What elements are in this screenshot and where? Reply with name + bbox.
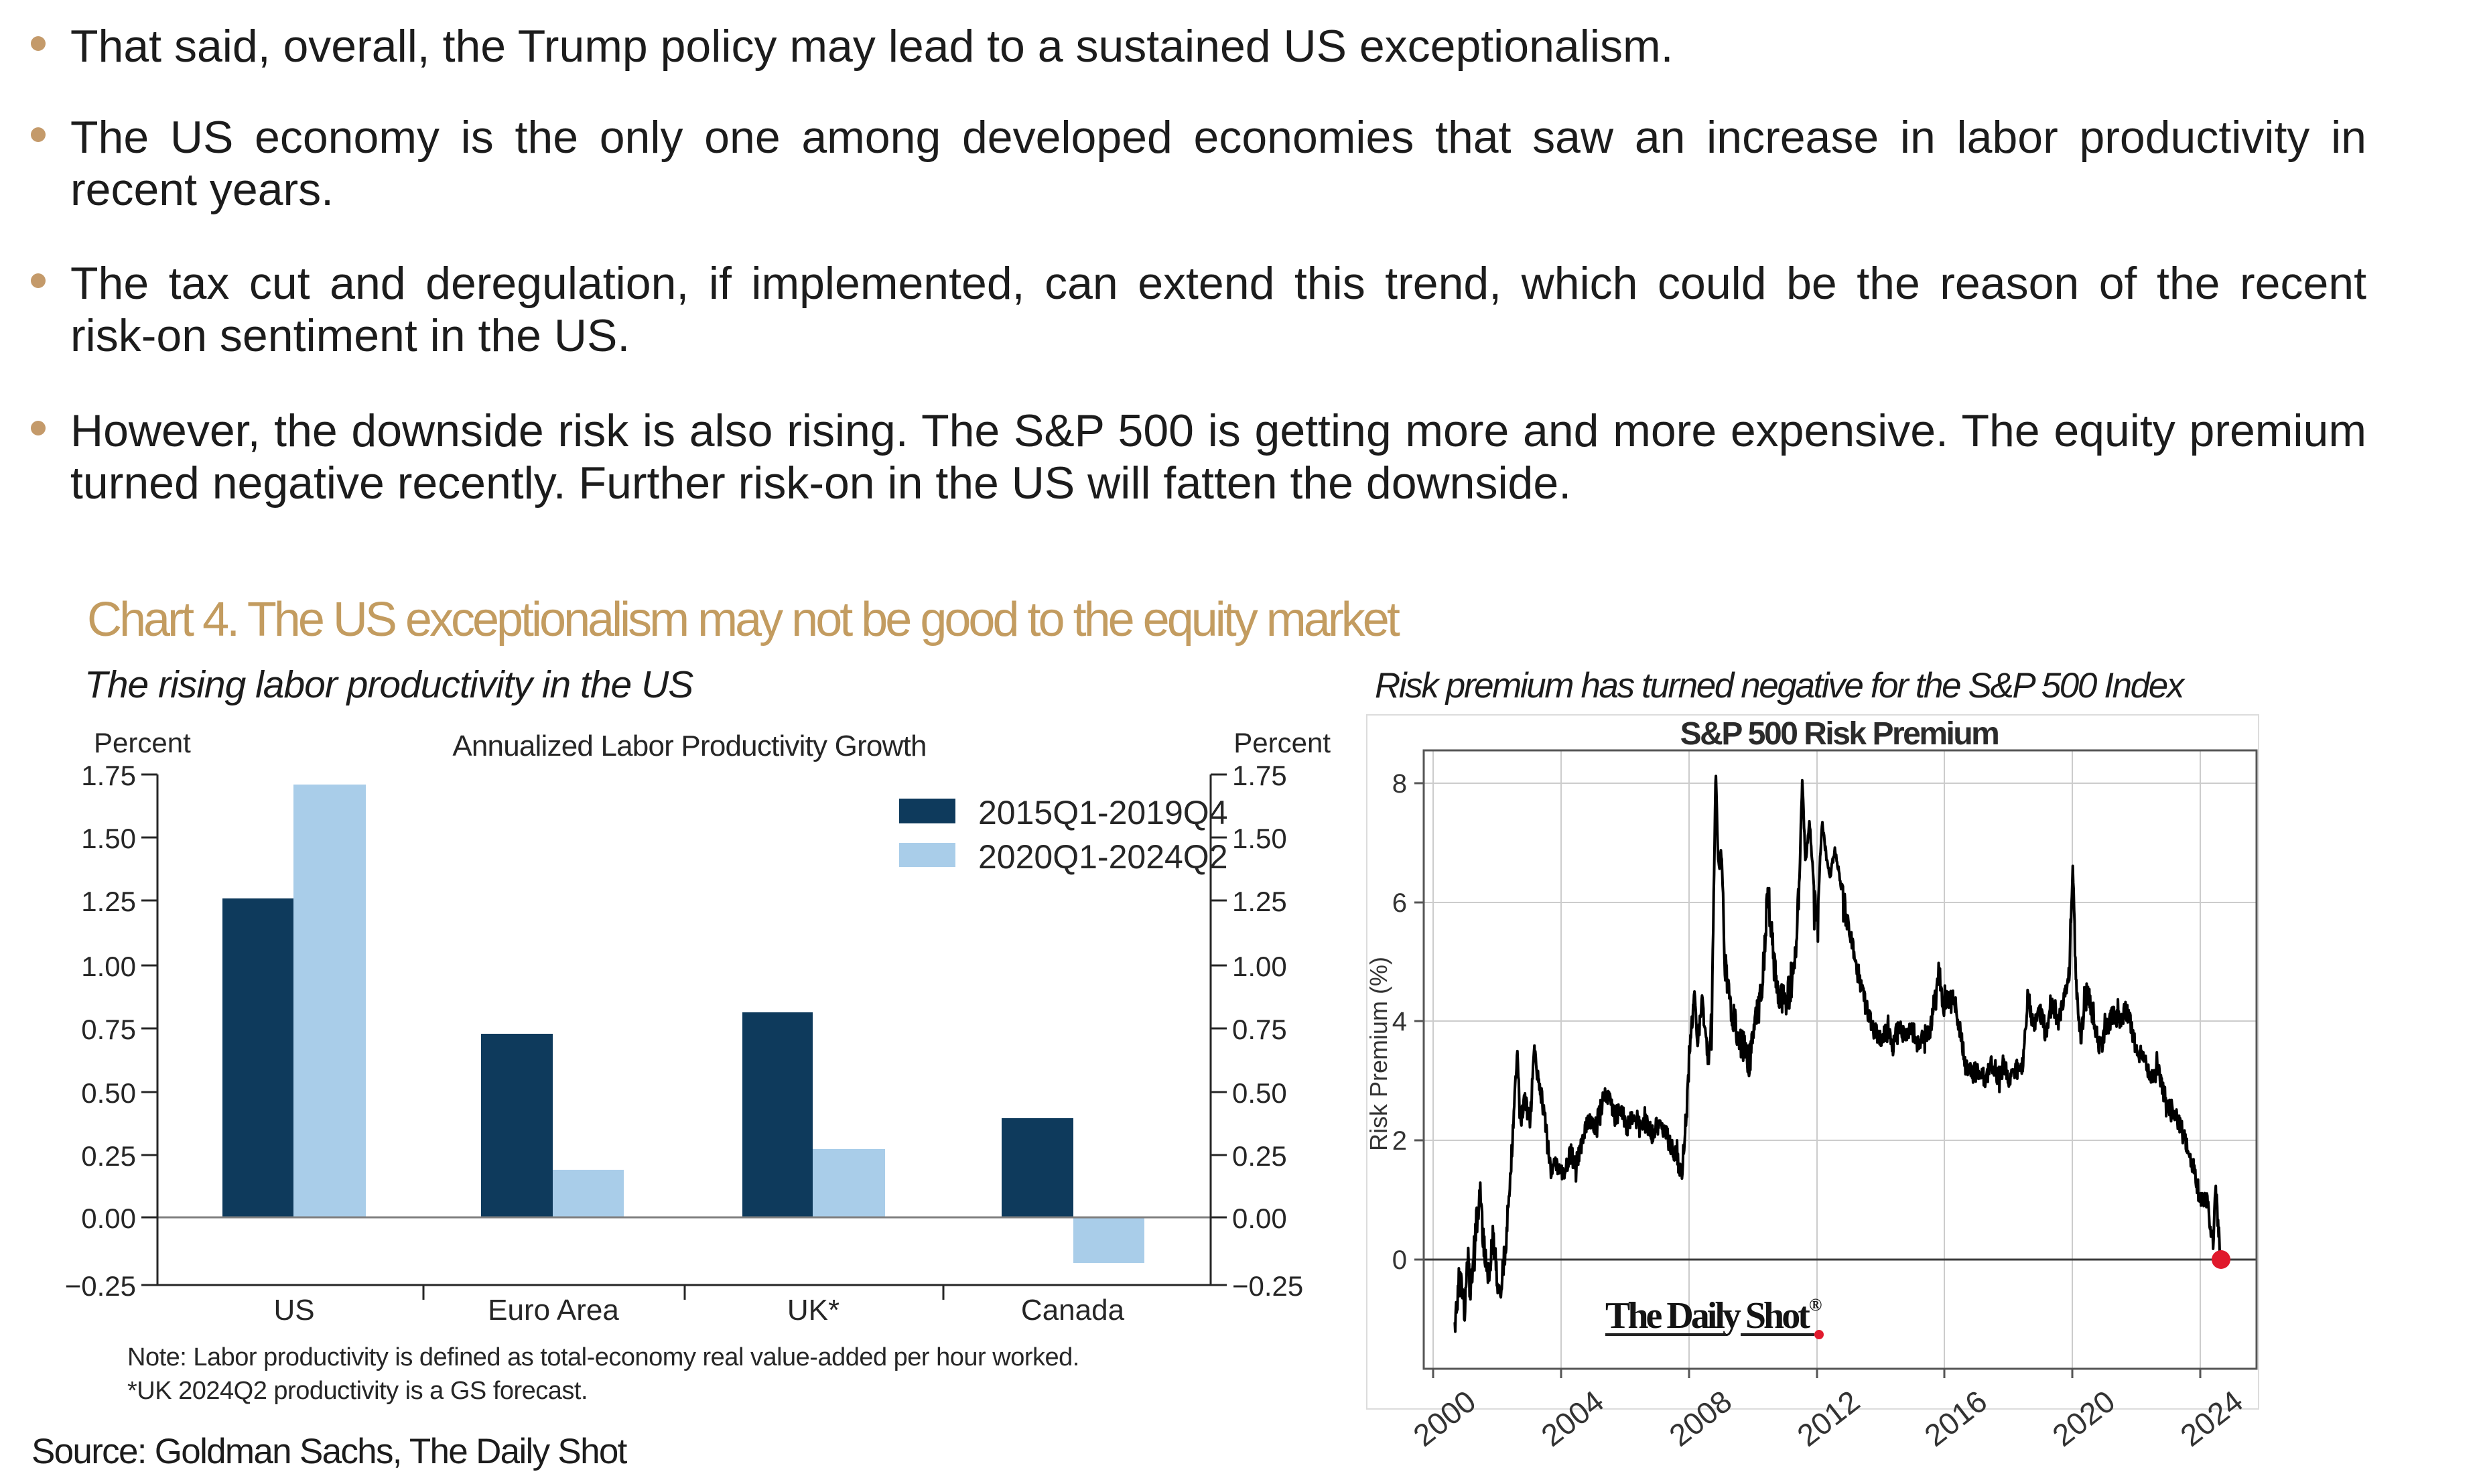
svg-text:Percent: Percent	[1233, 727, 1331, 758]
svg-text:6: 6	[1392, 888, 1407, 918]
svg-text:1.50: 1.50	[1232, 823, 1287, 854]
svg-text:S&P 500 Risk Premium: S&P 500 Risk Premium	[1680, 716, 1999, 752]
svg-text:Risk Premium (%): Risk Premium (%)	[1365, 957, 1392, 1151]
svg-text:0.75: 0.75	[1232, 1014, 1287, 1045]
svg-text:1.25: 1.25	[1232, 886, 1287, 917]
svg-text:1.00: 1.00	[1232, 951, 1287, 982]
svg-text:2015Q1-2019Q4: 2015Q1-2019Q4	[978, 794, 1228, 831]
svg-text:0.00: 0.00	[81, 1203, 136, 1234]
svg-text:2000: 2000	[1406, 1384, 1482, 1453]
svg-text:1.25: 1.25	[81, 886, 136, 917]
svg-text:2016: 2016	[1918, 1384, 1993, 1453]
svg-text:Canada: Canada	[1021, 1294, 1125, 1327]
svg-text:1.00: 1.00	[81, 951, 136, 982]
svg-text:1.75: 1.75	[1232, 760, 1287, 791]
svg-text:*UK 2024Q2 productivity is a G: *UK 2024Q2 productivity is a GS forecast…	[127, 1377, 588, 1405]
svg-text:0.75: 0.75	[81, 1014, 136, 1045]
svg-text:2: 2	[1392, 1126, 1407, 1156]
svg-text:2004: 2004	[1534, 1384, 1610, 1453]
svg-text:The Daily Shot: The Daily Shot	[1605, 1295, 1810, 1337]
svg-text:0.50: 0.50	[1232, 1077, 1287, 1109]
svg-text:8: 8	[1392, 769, 1407, 799]
svg-text:0.00: 0.00	[1232, 1203, 1287, 1234]
svg-text:US: US	[273, 1294, 314, 1327]
svg-text:Percent: Percent	[94, 727, 191, 758]
svg-text:2008: 2008	[1662, 1384, 1738, 1453]
svg-text:1.75: 1.75	[81, 760, 136, 791]
svg-text:Annualized Labor Productivity: Annualized Labor Productivity Growth	[452, 730, 926, 762]
svg-text:Note: Labor productivity is de: Note: Labor productivity is defined as t…	[127, 1343, 1079, 1371]
svg-text:4: 4	[1392, 1007, 1407, 1036]
svg-text:1.50: 1.50	[81, 823, 136, 854]
svg-text:0.25: 0.25	[1232, 1140, 1287, 1172]
svg-text:2012: 2012	[1790, 1384, 1866, 1453]
svg-text:2020Q1-2024Q2: 2020Q1-2024Q2	[978, 838, 1228, 876]
svg-text:0: 0	[1392, 1245, 1407, 1275]
svg-text:®: ®	[1809, 1295, 1822, 1314]
svg-text:2024: 2024	[2173, 1384, 2249, 1453]
svg-text:UK*: UK*	[787, 1294, 840, 1327]
svg-text:0.50: 0.50	[81, 1077, 136, 1109]
svg-text:−0.25: −0.25	[1232, 1270, 1303, 1302]
svg-text:2020: 2020	[2045, 1384, 2121, 1453]
svg-text:−0.25: −0.25	[65, 1270, 136, 1302]
svg-text:0.25: 0.25	[81, 1140, 136, 1172]
svg-text:Euro Area: Euro Area	[488, 1294, 619, 1327]
